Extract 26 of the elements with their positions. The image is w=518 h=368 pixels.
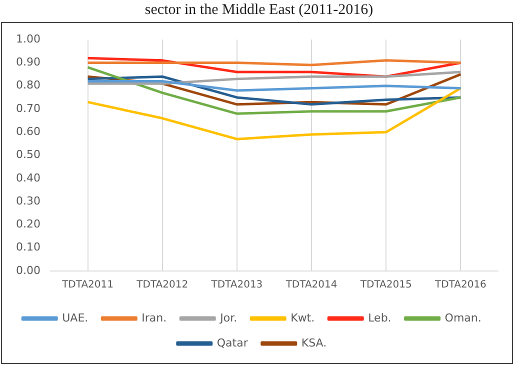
y-tick-label: 0.10 [16, 240, 40, 254]
y-tick-label: 0.30 [16, 194, 40, 208]
legend-label: KSA. [301, 336, 327, 350]
y-tick-label: 0.90 [16, 56, 40, 69]
legend-label: UAE. [62, 311, 88, 324]
y-tick-label: 0.40 [16, 171, 40, 184]
legend-label: Qatar [216, 336, 248, 350]
y-tick-label: 0.50 [16, 148, 40, 162]
x-tick-label: TDTA2013 [210, 280, 263, 291]
y-tick-label: 0.80 [16, 78, 40, 92]
y-tick-label: 0.70 [16, 102, 40, 115]
legend-label: Kwt. [290, 311, 315, 324]
y-tick-label: 0.00 [16, 264, 40, 277]
x-tick-label: TDTA2012 [136, 280, 188, 291]
legend-label: Iran. [142, 311, 167, 324]
x-tick-label: TDTA2016 [434, 280, 486, 291]
x-tick-label: TDTA2014 [284, 280, 338, 291]
legend-label: Leb. [368, 311, 392, 324]
x-tick-label: TDTA2015 [359, 280, 412, 291]
y-tick-label: 0.60 [16, 125, 40, 138]
legend-label: Oman. [444, 311, 482, 324]
y-tick-label: 1.00 [16, 32, 40, 46]
x-tick-label: TDTA2011 [61, 280, 114, 291]
legend-label: Jor. [219, 311, 238, 324]
y-tick-label: 0.20 [16, 218, 40, 231]
chart-title: sector in the Middle East (2011-2016) [144, 1, 374, 20]
